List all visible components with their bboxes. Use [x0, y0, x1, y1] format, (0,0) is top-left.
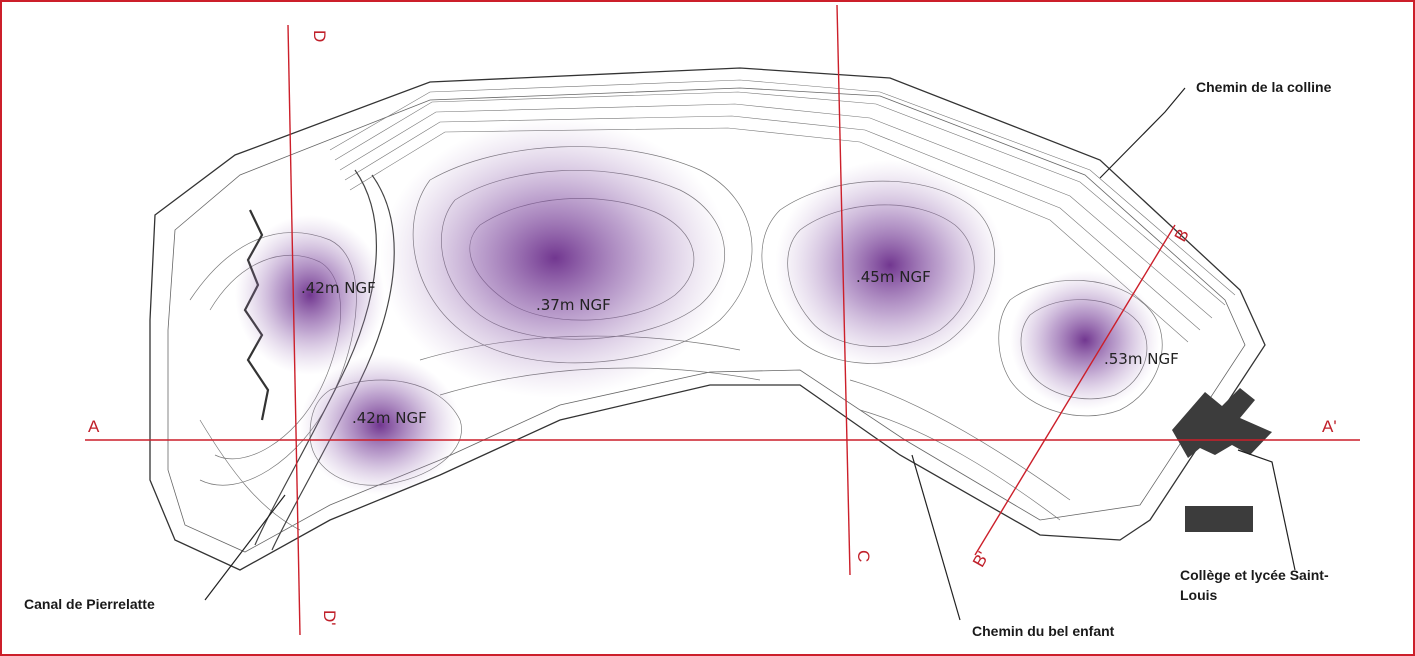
section-label-a-prime: A': [1322, 417, 1337, 436]
basin-west-low: [300, 355, 460, 495]
section-line-d: [287, 24, 301, 636]
leader-college: [1237, 449, 1296, 571]
leader-canal: [204, 494, 286, 601]
section-label-d-prime: D': [320, 610, 339, 626]
callout-chemin-colline: Chemin de la colline: [1196, 79, 1332, 95]
site-outline: [149, 67, 1266, 571]
section-line-b: [974, 224, 1176, 556]
basin-center: [380, 118, 730, 398]
elevation-label-west-low: .42m NGF: [352, 409, 427, 427]
callout-college-line1: Collège et lycée Saint-: [1180, 567, 1329, 583]
section-label-c: C: [854, 550, 873, 562]
elevation-label-far-east: .53m NGF: [1104, 350, 1179, 368]
ridge-hatching: [329, 79, 1236, 343]
basin-west-high: [235, 215, 385, 375]
section-label-d: D: [310, 30, 329, 42]
leader-chemin-bel-enfant: [911, 454, 961, 621]
callout-canal: Canal de Pierrelatte: [24, 596, 155, 612]
section-line-c: [836, 4, 851, 576]
basin-far-east: [1010, 270, 1160, 410]
section-label-a: A: [88, 417, 100, 436]
section-lines: [85, 4, 1360, 636]
elevation-label-east: .45m NGF: [856, 268, 931, 286]
elevation-label-center: .37m NGF: [536, 296, 611, 314]
leader-chemin-colline: [1099, 87, 1186, 179]
section-label-b-prime: B': [969, 548, 993, 570]
callout-leaders: [204, 87, 1296, 621]
callout-college-line2: Louis: [1180, 587, 1218, 603]
basin-east: [775, 160, 1005, 370]
elevation-label-west-high: .42m NGF: [301, 279, 376, 297]
callout-chemin-bel-enfant: Chemin du bel enfant: [972, 623, 1115, 639]
college-buildings: [1172, 388, 1272, 532]
